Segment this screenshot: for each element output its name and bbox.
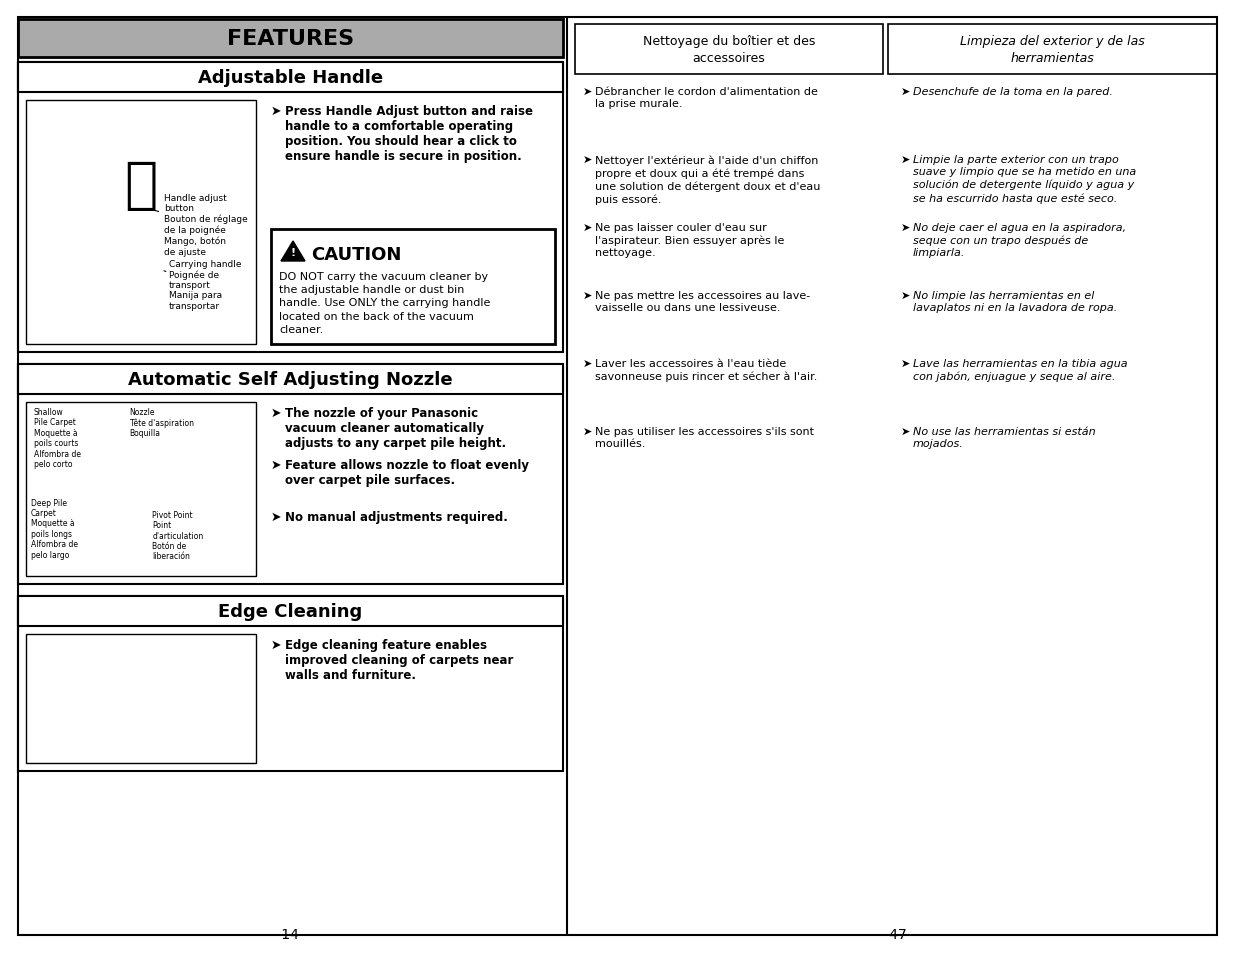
Text: ➤: ➤ (902, 154, 910, 165)
Text: ➤: ➤ (583, 358, 593, 369)
Text: ➤: ➤ (902, 358, 910, 369)
Text: - 47-: - 47- (881, 927, 911, 941)
Text: Limpieza del exterior y de las
herramientas: Limpieza del exterior y de las herramien… (960, 35, 1145, 65)
Text: ➤: ➤ (583, 291, 593, 301)
Text: No deje caer el agua en la aspiradora,
seque con un trapo después de
limpiarla.: No deje caer el agua en la aspiradora, s… (913, 223, 1126, 258)
FancyBboxPatch shape (576, 25, 883, 75)
FancyBboxPatch shape (19, 20, 563, 58)
Text: No use las herramientas si están
mojados.: No use las herramientas si están mojados… (913, 427, 1095, 449)
Text: ➤: ➤ (583, 87, 593, 97)
Text: ➤: ➤ (270, 639, 282, 651)
Text: ➤: ➤ (583, 223, 593, 233)
FancyBboxPatch shape (19, 63, 563, 353)
FancyBboxPatch shape (26, 402, 256, 577)
Polygon shape (282, 242, 305, 262)
Text: Deep Pile
Carpet
Moquette à
poils longs
Alfombra de
pelo largo: Deep Pile Carpet Moquette à poils longs … (31, 498, 78, 559)
Text: Nettoyer l'extérieur à l'aide d'un chiffon
propre et doux qui a été trempé dans
: Nettoyer l'extérieur à l'aide d'un chiff… (595, 154, 820, 205)
Text: ➤: ➤ (270, 458, 282, 472)
Text: Laver les accessoires à l'eau tiède
savonneuse puis rincer et sécher à l'air.: Laver les accessoires à l'eau tiède savo… (595, 358, 818, 381)
Text: No manual adjustments required.: No manual adjustments required. (285, 511, 508, 523)
Text: Carrying handle
Poignée de
transport
Manija para
transportar: Carrying handle Poignée de transport Man… (164, 259, 241, 311)
FancyBboxPatch shape (19, 63, 563, 92)
FancyBboxPatch shape (888, 25, 1216, 75)
Text: ➤: ➤ (270, 105, 282, 118)
Text: Ne pas laisser couler d'eau sur
l'aspirateur. Bien essuyer après le
nettoyage.: Ne pas laisser couler d'eau sur l'aspira… (595, 223, 784, 258)
Text: ➤: ➤ (902, 87, 910, 97)
Text: ➤: ➤ (902, 291, 910, 301)
Text: Adjustable Handle: Adjustable Handle (198, 69, 383, 87)
Text: ➤: ➤ (583, 427, 593, 436)
Text: The nozzle of your Panasonic
vacuum cleaner automatically
adjusts to any carpet : The nozzle of your Panasonic vacuum clea… (285, 407, 506, 450)
Text: ➤: ➤ (270, 511, 282, 523)
Text: Ne pas utiliser les accessoires s'ils sont
mouillés.: Ne pas utiliser les accessoires s'ils so… (595, 427, 814, 449)
Text: No limpie las herramientas en el
lavaplatos ni en la lavadora de ropa.: No limpie las herramientas en el lavapla… (913, 291, 1118, 314)
FancyBboxPatch shape (270, 230, 555, 345)
Text: Feature allows nozzle to float evenly
over carpet pile surfaces.: Feature allows nozzle to float evenly ov… (285, 458, 529, 486)
Text: Nozzle
Tête d'aspiration
Boquilla: Nozzle Tête d'aspiration Boquilla (130, 408, 194, 438)
Text: ➤: ➤ (583, 154, 593, 165)
Text: Handle adjust
button
Bouton de réglage
de la poignée
Mango, botón
de ajuste: Handle adjust button Bouton de réglage d… (156, 193, 248, 256)
Text: Desenchufe de la toma en la pared.: Desenchufe de la toma en la pared. (913, 87, 1113, 97)
Text: 🔧: 🔧 (125, 159, 158, 213)
Text: DO NOT carry the vacuum cleaner by
the adjustable handle or dust bin
handle. Use: DO NOT carry the vacuum cleaner by the a… (279, 272, 490, 335)
FancyBboxPatch shape (19, 597, 563, 771)
Text: Nettoyage du boîtier et des
accessoires: Nettoyage du boîtier et des accessoires (643, 35, 815, 65)
Text: ➤: ➤ (902, 427, 910, 436)
Text: ➤: ➤ (902, 223, 910, 233)
Text: Lave las herramientas en la tibia agua
con jabón, enjuague y seque al aire.: Lave las herramientas en la tibia agua c… (913, 358, 1128, 381)
Text: - 14 -: - 14 - (273, 927, 309, 941)
FancyBboxPatch shape (26, 635, 256, 763)
Text: Edge cleaning feature enables
improved cleaning of carpets near
walls and furnit: Edge cleaning feature enables improved c… (285, 639, 514, 681)
Text: Shallow
Pile Carpet
Moquette à
poils courts
Alfombra de
pelo corto: Shallow Pile Carpet Moquette à poils cou… (35, 408, 82, 469)
Text: Press Handle Adjust button and raise
handle to a comfortable operating
position.: Press Handle Adjust button and raise han… (285, 105, 534, 163)
FancyBboxPatch shape (19, 597, 563, 626)
Text: CAUTION: CAUTION (311, 246, 401, 264)
Text: FEATURES: FEATURES (227, 29, 354, 49)
Text: Edge Cleaning: Edge Cleaning (219, 602, 363, 620)
Text: ➤: ➤ (270, 407, 282, 419)
Text: Automatic Self Adjusting Nozzle: Automatic Self Adjusting Nozzle (128, 371, 453, 389)
Text: Débrancher le cordon d'alimentation de
la prise murale.: Débrancher le cordon d'alimentation de l… (595, 87, 818, 110)
Text: Ne pas mettre les accessoires au lave-
vaisselle ou dans une lessiveuse.: Ne pas mettre les accessoires au lave- v… (595, 291, 810, 314)
FancyBboxPatch shape (19, 365, 563, 584)
Text: !: ! (290, 248, 295, 257)
FancyBboxPatch shape (26, 101, 256, 345)
Text: Pivot Point
Point
d'articulation
Botón de
liberación: Pivot Point Point d'articulation Botón d… (152, 511, 204, 561)
FancyBboxPatch shape (19, 365, 563, 395)
Text: Limpie la parte exterior con un trapo
suave y limpio que se ha metido en una
sol: Limpie la parte exterior con un trapo su… (913, 154, 1136, 203)
